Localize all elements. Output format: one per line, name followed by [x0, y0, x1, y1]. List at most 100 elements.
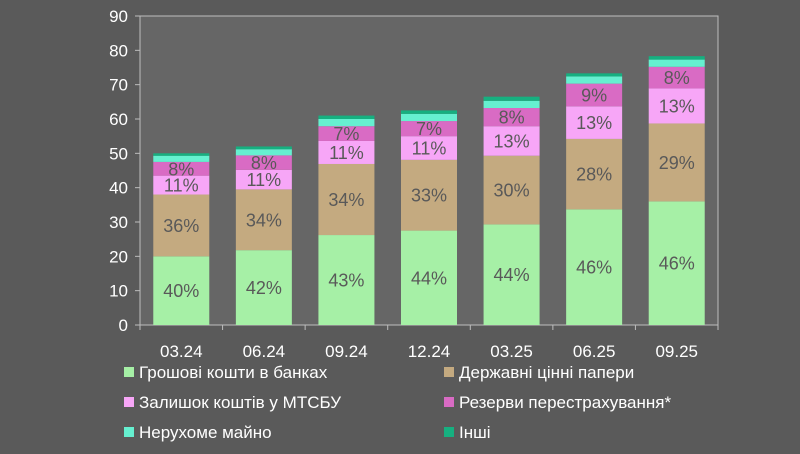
y-tick-label: 10 [109, 282, 128, 301]
bar-segment [235, 250, 292, 325]
data-label: 7% [333, 124, 359, 144]
bar-segment [153, 194, 210, 257]
bar-segment [318, 140, 375, 164]
bar-segment [401, 113, 457, 122]
bar-segment [318, 119, 375, 127]
bar-segment [566, 209, 623, 325]
bar-segment [483, 96, 540, 101]
data-label: 34% [328, 190, 364, 210]
bar-segment [648, 201, 705, 325]
bar-segment [318, 126, 375, 141]
bar-segment [566, 76, 623, 84]
data-label: 13% [494, 131, 530, 151]
data-label: 34% [246, 210, 282, 230]
data-label: 46% [576, 258, 612, 278]
data-label: 13% [576, 113, 612, 133]
legend-swatch [124, 427, 134, 437]
data-label: 33% [411, 186, 447, 206]
legend-label: Інші [459, 423, 491, 442]
bar-segment [566, 138, 623, 210]
x-tick-label: 09.24 [325, 342, 368, 361]
bar-segment [318, 235, 375, 325]
bar-segment [401, 136, 457, 160]
y-tick-label: 60 [109, 110, 128, 129]
data-label: 46% [659, 254, 695, 274]
data-label: 11% [247, 170, 282, 190]
data-label: 44% [494, 265, 530, 285]
bar-segment [401, 230, 457, 325]
bar-segment [153, 161, 210, 176]
bar-segment [235, 146, 292, 150]
legend-swatch [444, 367, 454, 377]
data-label: 44% [411, 268, 447, 288]
legend-label: Державні цінні папери [459, 363, 634, 382]
legend-swatch [444, 427, 454, 437]
data-label: 36% [163, 216, 199, 236]
bar-segment [483, 108, 540, 127]
bar-segment [153, 256, 210, 325]
bar-segment [235, 149, 292, 156]
bar-segment [318, 163, 375, 236]
legend-label: Нерухоме майно [139, 423, 272, 442]
bar-segment [483, 126, 540, 156]
bar-segment [401, 110, 457, 114]
bar-segment [401, 121, 457, 137]
bar-segment [648, 59, 705, 67]
data-label: 11% [412, 139, 447, 159]
x-tick-label: 09.25 [655, 342, 698, 361]
legend-swatch [444, 397, 454, 407]
x-tick-label: 03.24 [160, 342, 203, 361]
data-label: 8% [168, 159, 194, 179]
data-label: 8% [664, 68, 690, 88]
y-tick-label: 50 [109, 144, 128, 163]
legend-label: Залишок коштів у МТСБУ [139, 393, 341, 412]
data-label: 29% [659, 153, 695, 173]
bar-segment [153, 153, 210, 156]
legend-label: Резерви перестрахування* [459, 393, 671, 412]
y-tick-label: 90 [109, 7, 128, 26]
y-tick-label: 40 [109, 179, 128, 198]
data-label: 28% [576, 165, 612, 185]
y-tick-label: 0 [119, 316, 128, 335]
data-label: 7% [416, 119, 442, 139]
bar-segment [483, 224, 540, 325]
y-tick-label: 20 [109, 247, 128, 266]
data-label: 11% [329, 143, 364, 163]
y-tick-label: 80 [109, 41, 128, 60]
bar-segment [318, 115, 375, 119]
y-tick-label: 70 [109, 76, 128, 95]
bar-segment [483, 155, 540, 225]
data-label: 40% [163, 281, 199, 301]
bar-segment [566, 83, 623, 107]
bar-segment [483, 100, 540, 109]
bar-segment [648, 123, 705, 202]
x-tick-label: 06.25 [573, 342, 616, 361]
bar-segment [235, 155, 292, 170]
bar-segment [153, 155, 210, 162]
data-label: 8% [499, 108, 525, 128]
bar-segment [566, 73, 623, 77]
data-label: 42% [246, 278, 282, 298]
legend-swatch [124, 397, 134, 407]
legend-swatch [124, 367, 134, 377]
bar-segment [648, 88, 705, 124]
data-label: 13% [659, 96, 695, 116]
y-tick-label: 30 [109, 213, 128, 232]
data-label: 8% [251, 153, 277, 173]
data-label: 9% [581, 85, 607, 105]
data-label: 43% [328, 271, 364, 291]
data-label: 11% [164, 176, 199, 196]
data-label: 30% [494, 181, 530, 201]
bar-segment [153, 175, 210, 195]
x-tick-label: 03.25 [490, 342, 533, 361]
bar-segment [648, 56, 705, 60]
bar-segment [235, 189, 292, 251]
x-tick-label: 12.24 [408, 342, 451, 361]
bar-segment [235, 169, 292, 190]
bar-segment [401, 159, 457, 231]
legend-label: Грошові кошти в банках [139, 363, 328, 382]
x-tick-label: 06.24 [243, 342, 286, 361]
bar-segment [566, 106, 623, 139]
